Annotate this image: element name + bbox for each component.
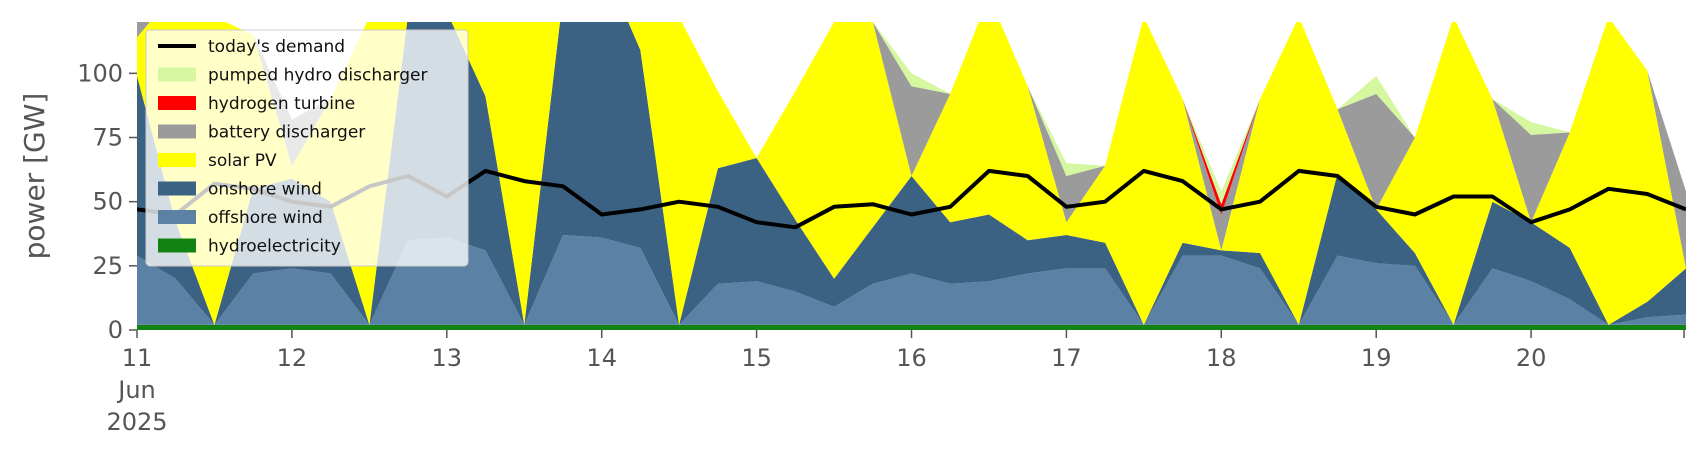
area-battery-discharger [137, 22, 1686, 269]
y-axis-label: power [GW] [18, 93, 51, 260]
area-offshore-wind [137, 235, 1686, 325]
x-tick-sublabel: Jun [116, 376, 156, 404]
legend-swatch-onshore-wind [158, 181, 196, 196]
legend-label-offshore-wind: offshore wind [208, 208, 323, 228]
legend-label-solar-pv: solar PV [208, 151, 277, 171]
x-tick-label: 14 [586, 344, 617, 372]
legend-swatch-pumped-hydro-discharger [158, 67, 196, 82]
legend-swatch-offshore-wind [158, 210, 196, 224]
x-tick-label: 16 [896, 344, 927, 372]
legend-label-hydrogen-turbine: hydrogen turbine [208, 94, 355, 114]
legend: today's demand pumped hydro discharger hyd… [145, 29, 469, 267]
area-pumped-hydro-discharger [225, 22, 1686, 205]
legend-label-battery-discharger: battery discharger [208, 123, 365, 143]
axes: 0 25 50 75 100 11 Jun 2025 12 13 14 15 16 17 18 19 20 pow… [18, 59, 1685, 436]
legend-swatch-hydroelectricity [158, 238, 196, 253]
legend-swatch-solar-pv [158, 153, 196, 167]
area-hydroelectricity [137, 324, 1686, 330]
x-tick-label: 12 [277, 344, 308, 372]
y-tick-label: 25 [92, 252, 123, 280]
x-tick-sublabel: 2025 [106, 408, 167, 436]
y-tick-label: 0 [108, 316, 123, 344]
x-tick-label: 18 [1206, 344, 1237, 372]
y-tick-label: 100 [77, 59, 123, 87]
x-tick-label: 19 [1361, 344, 1392, 372]
legend-swatch-battery-discharger [158, 124, 196, 139]
x-tick-label: 15 [741, 344, 772, 372]
legend-label-pumped-hydro-discharger: pumped hydro discharger [208, 66, 427, 86]
x-tick-label: 20 [1516, 344, 1547, 372]
y-tick-label: 50 [92, 188, 123, 216]
legend-box [145, 29, 469, 267]
x-tick-label: 11 [122, 344, 153, 372]
x-tick-label: 13 [432, 344, 463, 372]
x-tick-label: 17 [1051, 344, 1082, 372]
y-tick-label: 75 [92, 124, 123, 152]
legend-label-onshore-wind: onshore wind [208, 180, 322, 200]
legend-label-hydroelectricity: hydroelectricity [208, 237, 341, 257]
legend-label-today-s-demand: today's demand [208, 37, 345, 57]
area-solar-pv [137, 22, 1686, 325]
legend-swatch-hydrogen-turbine [158, 96, 196, 110]
